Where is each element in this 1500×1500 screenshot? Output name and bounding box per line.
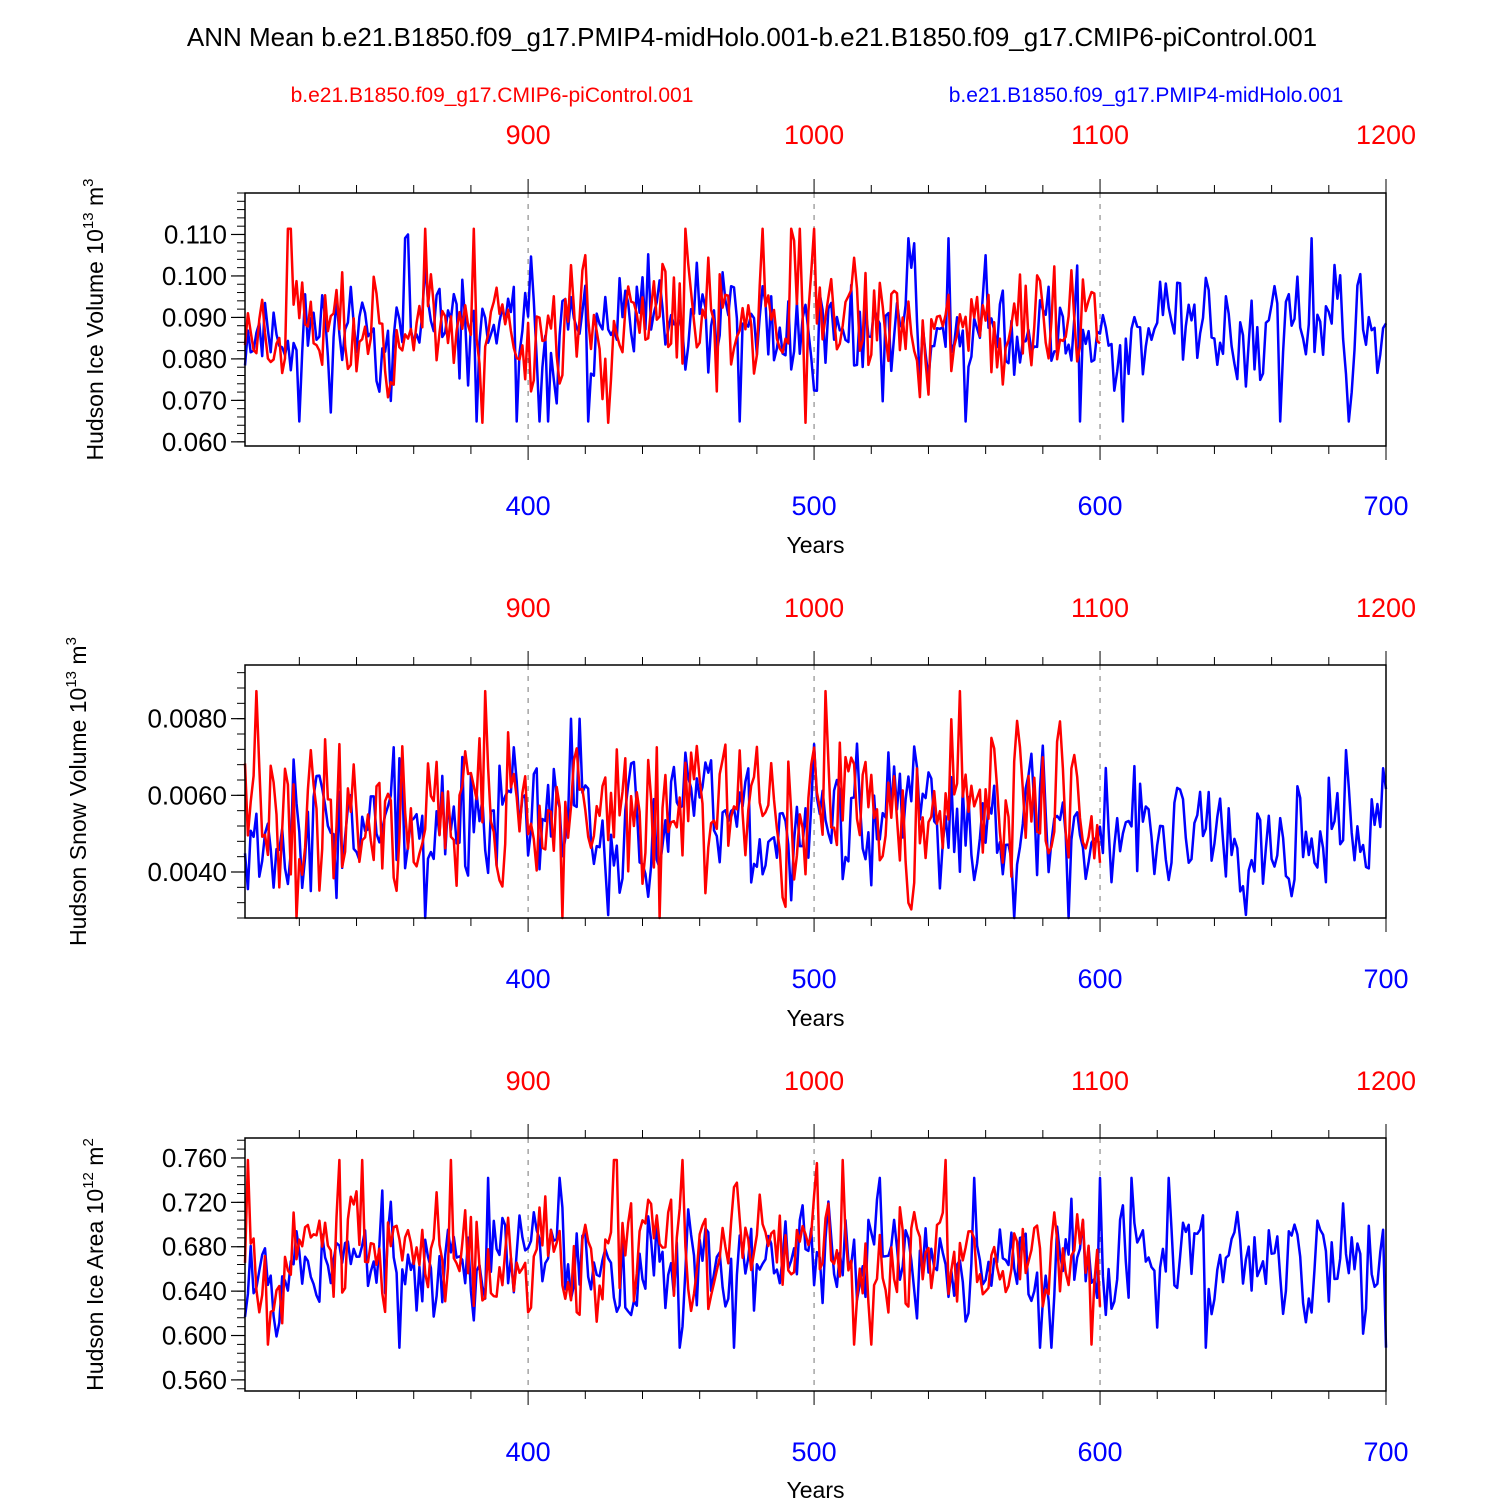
x-axis-label: Years — [787, 532, 845, 558]
y-tick-label: 0.560 — [162, 1365, 227, 1395]
y-tick-label: 0.600 — [162, 1321, 227, 1351]
x-tick-label-top: 1000 — [784, 120, 844, 150]
y-tick-label: 0.640 — [162, 1276, 227, 1306]
x-tick-label-bottom: 500 — [792, 491, 837, 521]
panel-3: 0.560 0.600 0.640 0.680 0.720 0.760 400 500 600 7… — [80, 1066, 1416, 1500]
x-tick-label-bottom: 700 — [1363, 491, 1408, 521]
x-tick-label-bottom: 500 — [792, 1437, 837, 1467]
y-tick-label: 0.0040 — [147, 857, 227, 887]
x-tick-label-top: 900 — [506, 593, 551, 623]
series-line-midholo — [243, 717, 1388, 920]
x-tick-label-bottom: 400 — [506, 491, 551, 521]
series-line-picontrol — [243, 1158, 1102, 1346]
y-axis-label: Hudson Ice Area 1012 m2 — [80, 1138, 108, 1391]
x-tick-label-top: 1000 — [784, 593, 844, 623]
x-tick-label-bottom: 500 — [792, 964, 837, 994]
y-tick-label: 0.060 — [162, 427, 227, 457]
y-tick-label: 0.0080 — [147, 704, 227, 734]
x-tick-label-bottom: 400 — [506, 964, 551, 994]
y-tick-label: 0.680 — [162, 1232, 227, 1262]
x-axis-label: Years — [787, 1477, 845, 1500]
panels: 0.060 0.070 0.080 0.090 0.100 0.110 400 500 600 7… — [63, 120, 1416, 1500]
y-tick-label: 0.110 — [164, 219, 227, 249]
legend-control: b.e21.B1850.f09_g17.CMIP6-piControl.001 — [291, 84, 694, 107]
y-tick-label: 0.070 — [162, 385, 227, 415]
x-tick-label-bottom: 700 — [1363, 964, 1408, 994]
x-tick-label-top: 1200 — [1356, 1066, 1416, 1096]
series-line-midholo — [243, 1176, 1388, 1349]
y-tick-label: 0.080 — [162, 344, 227, 374]
legend-midholo: b.e21.B1850.f09_g17.PMIP4-midHolo.001 — [949, 84, 1344, 107]
plot-frame — [244, 192, 1387, 447]
series-line-picontrol — [243, 227, 1101, 425]
y-tick-label: 0.720 — [162, 1187, 227, 1217]
panel-2: 0.0040 0.0060 0.0080 400 500 600 700 900 1000 110… — [63, 593, 1416, 1031]
x-tick-label-top: 1100 — [1071, 120, 1129, 150]
panel-1: 0.060 0.070 0.080 0.090 0.100 0.110 400 500 600 7… — [80, 120, 1416, 558]
plot-frame — [244, 664, 1387, 919]
y-tick-label: 0.0060 — [147, 780, 227, 810]
x-tick-label-bottom: 400 — [506, 1437, 551, 1467]
x-tick-label-top: 1100 — [1071, 593, 1129, 623]
y-tick-label: 0.090 — [162, 302, 227, 332]
figure-title: ANN Mean b.e21.B1850.f09_g17.PMIP4-midHo… — [187, 22, 1317, 52]
x-tick-label-bottom: 600 — [1078, 1437, 1123, 1467]
x-tick-label-top: 1200 — [1356, 120, 1416, 150]
y-axis-label: Hudson Snow Volume 1013 m3 — [63, 637, 91, 946]
x-tick-label-top: 1000 — [784, 1066, 844, 1096]
y-axis-label: Hudson Ice Volume 1013 m3 — [80, 178, 108, 460]
x-tick-label-top: 1100 — [1071, 1066, 1129, 1096]
x-tick-label-top: 900 — [506, 120, 551, 150]
x-tick-label-top: 900 — [506, 1066, 551, 1096]
y-tick-label: 0.760 — [162, 1143, 227, 1173]
x-tick-label-bottom: 600 — [1078, 491, 1123, 521]
x-tick-label-top: 1200 — [1356, 593, 1416, 623]
x-tick-label-bottom: 700 — [1363, 1437, 1408, 1467]
y-tick-label: 0.100 — [162, 261, 227, 291]
x-axis-label: Years — [787, 1005, 845, 1031]
series-line-picontrol — [243, 689, 1102, 920]
x-tick-label-bottom: 600 — [1078, 964, 1123, 994]
